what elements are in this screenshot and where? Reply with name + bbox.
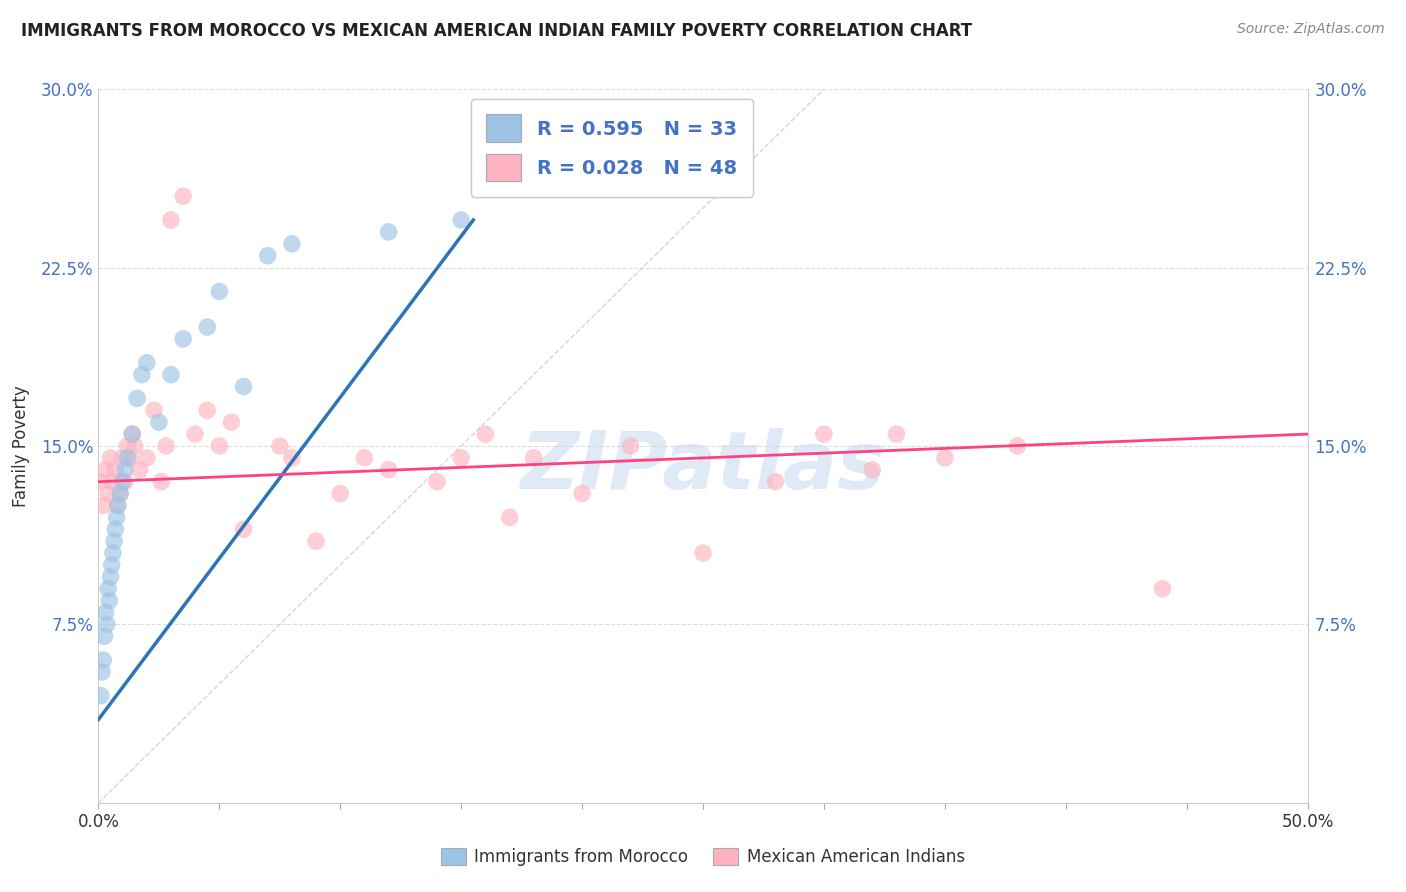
Point [305, 534, 328, 549]
Point [91, 499, 114, 513]
Point [143, 403, 166, 417]
Legend: Immigrants from Morocco, Mexican American Indians: Immigrants from Morocco, Mexican America… [433, 840, 973, 875]
Point [104, 522, 127, 536]
Point [221, 415, 243, 429]
Legend: R = 0.595   N = 33, R = 0.028   N = 48: R = 0.595 N = 33, R = 0.028 N = 48 [471, 99, 752, 197]
Point [934, 450, 956, 465]
Point [107, 499, 129, 513]
Point [121, 427, 143, 442]
Point [172, 332, 194, 346]
Point [619, 439, 641, 453]
Point [127, 392, 149, 406]
Point [108, 486, 131, 500]
Point [114, 475, 136, 489]
Point [105, 510, 128, 524]
Point [117, 439, 139, 453]
Point [692, 546, 714, 560]
Point [377, 463, 399, 477]
Point [498, 510, 520, 524]
Point [135, 450, 157, 465]
Point [256, 249, 278, 263]
Point [91, 665, 114, 679]
Point [124, 439, 146, 453]
Point [118, 450, 141, 465]
Point [131, 368, 153, 382]
Text: ZIPatlas: ZIPatlas [520, 428, 886, 507]
Point [96, 617, 118, 632]
Point [765, 475, 787, 489]
Point [269, 439, 291, 453]
Point [101, 546, 124, 560]
Point [523, 450, 546, 465]
Point [377, 225, 399, 239]
Point [155, 439, 177, 453]
Point [426, 475, 449, 489]
Point [172, 189, 194, 203]
Point [98, 593, 121, 607]
Point [135, 356, 157, 370]
Point [100, 570, 122, 584]
Point [571, 486, 593, 500]
Point [100, 558, 122, 572]
Point [107, 499, 129, 513]
Point [114, 463, 136, 477]
Point [184, 427, 207, 442]
Point [281, 236, 304, 251]
Text: Source: ZipAtlas.com: Source: ZipAtlas.com [1237, 22, 1385, 37]
Point [111, 475, 134, 489]
Y-axis label: Family Poverty: Family Poverty [11, 385, 30, 507]
Point [195, 320, 218, 334]
Point [97, 582, 120, 596]
Point [93, 629, 115, 643]
Point [474, 427, 496, 442]
Point [90, 475, 112, 489]
Point [111, 450, 134, 465]
Point [121, 427, 143, 442]
Point [103, 534, 125, 549]
Point [160, 213, 183, 227]
Point [886, 427, 908, 442]
Point [813, 427, 835, 442]
Point [1007, 439, 1029, 453]
Point [232, 522, 254, 536]
Point [90, 689, 112, 703]
Point [104, 463, 127, 477]
Point [208, 285, 231, 299]
Point [101, 475, 124, 489]
Point [232, 379, 254, 393]
Point [1152, 582, 1174, 596]
Point [100, 450, 122, 465]
Point [91, 653, 114, 667]
Point [281, 450, 304, 465]
Point [94, 606, 117, 620]
Point [208, 439, 231, 453]
Point [450, 213, 472, 227]
Point [117, 450, 139, 465]
Point [195, 403, 218, 417]
Point [150, 475, 173, 489]
Point [128, 463, 150, 477]
Point [329, 486, 352, 500]
Point [94, 463, 117, 477]
Point [97, 486, 120, 500]
Point [860, 463, 883, 477]
Point [160, 368, 183, 382]
Point [108, 486, 131, 500]
Text: IMMIGRANTS FROM MOROCCO VS MEXICAN AMERICAN INDIAN FAMILY POVERTY CORRELATION CH: IMMIGRANTS FROM MOROCCO VS MEXICAN AMERI… [21, 22, 972, 40]
Point [450, 450, 472, 465]
Point [353, 450, 375, 465]
Point [148, 415, 170, 429]
